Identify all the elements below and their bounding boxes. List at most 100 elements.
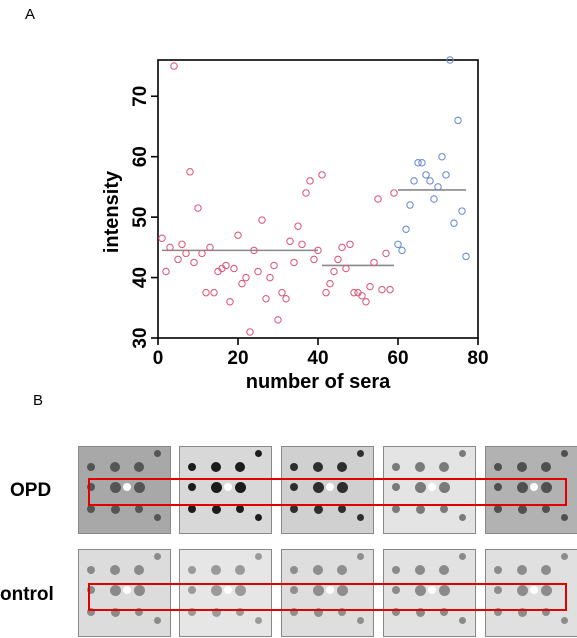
blot-spot — [415, 607, 425, 617]
blot-spot — [540, 584, 552, 596]
data-point — [410, 177, 418, 185]
blot-spot — [540, 481, 552, 493]
blot-spot — [312, 584, 324, 596]
data-point — [186, 168, 194, 176]
y-tick-label: 70 — [130, 86, 151, 107]
data-point — [234, 231, 242, 240]
blot-reference-spot — [530, 483, 538, 491]
blot-spot — [211, 462, 221, 472]
data-point — [398, 246, 406, 255]
blot-image — [78, 446, 171, 534]
blot-spot — [234, 584, 246, 596]
data-point — [330, 267, 338, 276]
data-point — [382, 249, 390, 258]
data-point — [342, 264, 350, 273]
blot-spot — [414, 584, 426, 596]
data-point — [426, 177, 434, 185]
blot-spot — [210, 481, 222, 493]
blot-spot — [517, 462, 527, 472]
y-tick-label: 40 — [130, 267, 151, 288]
blot-spot — [235, 565, 245, 575]
data-point — [402, 225, 410, 233]
data-point — [246, 328, 254, 336]
blot-spot — [153, 449, 161, 457]
data-point — [390, 189, 398, 197]
data-point — [434, 183, 442, 191]
blot-spot — [290, 566, 298, 574]
blot-spot — [254, 449, 262, 457]
data-point — [454, 116, 462, 125]
blot-spot — [542, 505, 550, 513]
data-point — [306, 177, 314, 185]
blot-spot — [87, 505, 95, 513]
blot-reference-spot — [428, 483, 436, 491]
panel-a-label: A — [25, 6, 36, 23]
blot-spot — [494, 608, 502, 616]
data-point — [170, 62, 178, 70]
blot-reference-spot — [123, 586, 131, 594]
blot-spot — [188, 483, 196, 491]
data-point — [358, 291, 366, 300]
blot-spot — [134, 565, 144, 575]
blot-spot — [133, 481, 145, 493]
blot-spot — [134, 462, 144, 472]
data-point — [286, 237, 294, 246]
blot-image — [485, 446, 577, 534]
blot-reference-spot — [530, 586, 538, 594]
data-point — [206, 243, 214, 252]
blot-spot — [356, 552, 364, 560]
data-point — [290, 258, 298, 267]
blot-spot — [356, 616, 364, 624]
blot-spot — [211, 565, 221, 575]
blot-spot — [188, 505, 196, 513]
data-point — [350, 288, 358, 297]
blot-spot — [356, 449, 364, 457]
blot-spot — [290, 483, 298, 491]
blot-spot — [336, 481, 348, 493]
blot-spot — [458, 513, 466, 521]
data-point — [314, 246, 322, 255]
blot-spot — [153, 552, 161, 560]
blot-spot — [541, 462, 551, 472]
data-point — [302, 189, 310, 197]
data-point — [334, 255, 342, 264]
blot-spot — [560, 513, 568, 521]
blot-spot — [338, 608, 346, 616]
highlight-box-control — [88, 583, 567, 611]
data-point — [282, 294, 290, 303]
x-tick-label: 60 — [387, 348, 408, 369]
blot-spot — [439, 462, 449, 472]
data-point — [294, 222, 302, 230]
blot-image — [383, 549, 476, 637]
blot-spot — [254, 616, 262, 624]
blot-row-label-opd: OPD — [10, 480, 52, 501]
blot-spot — [153, 513, 161, 521]
blot-spot — [541, 565, 551, 575]
blot-spot — [87, 463, 95, 471]
data-point — [310, 255, 318, 264]
blot-spot — [494, 463, 502, 471]
blot-spot — [313, 504, 323, 514]
data-point — [374, 195, 382, 203]
data-point — [162, 267, 170, 276]
blot-image — [281, 549, 374, 637]
blot-image — [485, 549, 577, 637]
data-point — [438, 152, 446, 161]
y-axis-ticks: 30 40 50 60 70 — [130, 86, 158, 349]
blot-reference-spot — [123, 483, 131, 491]
blot-spot — [313, 565, 323, 575]
scatter-chart: 0 20 40 60 80 30 40 50 60 70 number of sera inte… — [101, 56, 489, 393]
blot-spot — [494, 586, 502, 594]
y-axis-title: intensity — [101, 170, 123, 253]
data-point — [194, 204, 202, 212]
blot-spot — [517, 607, 527, 617]
data-point — [226, 297, 234, 306]
blot-image — [383, 446, 476, 534]
blot-row-label-control: ontrol — [0, 584, 54, 605]
blot-spot — [438, 481, 450, 493]
blot-spot — [560, 449, 568, 457]
blot-spot — [87, 566, 95, 574]
blot-spot — [87, 608, 95, 616]
blot-spot — [87, 483, 95, 491]
x-tick-label: 0 — [153, 348, 164, 369]
